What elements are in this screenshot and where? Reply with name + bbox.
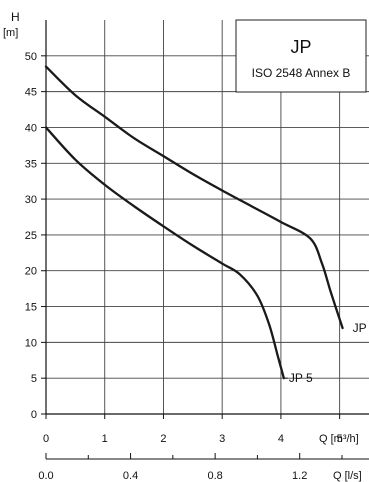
chart-title: JP	[290, 37, 311, 57]
x-tick-label: 3	[219, 433, 225, 445]
lps-tick-label: 0.4	[123, 470, 138, 482]
y-tick-label: 35	[25, 158, 37, 170]
x-axis-label: Q [m³/h]	[319, 433, 359, 445]
lps-axis-label: Q [l/s]	[333, 470, 362, 482]
tick-layer: 012345051015202530354045500.00.40.81.21.…	[25, 51, 343, 482]
y-tick-label: 5	[31, 373, 37, 385]
y-axis-label: H	[11, 10, 20, 24]
x-tick-label: 2	[160, 433, 166, 445]
x-tick-label: 4	[278, 433, 284, 445]
y-tick-label: 50	[25, 51, 37, 63]
lps-tick-label: 0.8	[207, 470, 222, 482]
chart-subtitle: ISO 2548 Annex B	[252, 66, 351, 80]
lps-tick-label: 1.2	[292, 470, 307, 482]
x-tick-label: 1	[102, 433, 108, 445]
lps-tick-label: 0.0	[38, 470, 53, 482]
y-tick-label: 40	[25, 122, 37, 134]
x-tick-label: 0	[43, 433, 49, 445]
y-tick-label: 45	[25, 87, 37, 99]
series-label: JP 6	[353, 321, 369, 335]
y-axis-unit: [m]	[3, 27, 18, 39]
y-tick-label: 0	[31, 409, 37, 421]
y-tick-label: 25	[25, 230, 37, 242]
series-line-jp-5	[44, 126, 285, 380]
chart-title-box	[235, 19, 367, 93]
axis-layer	[45, 20, 369, 460]
series-layer: JP 6 JP 5	[44, 65, 369, 385]
x-tick-label: 5	[337, 433, 343, 445]
y-tick-label: 20	[25, 266, 37, 278]
y-tick-label: 10	[25, 337, 37, 349]
y-tick-label: 15	[25, 302, 37, 314]
y-tick-label: 30	[25, 194, 37, 206]
series-label: JP 5	[289, 371, 313, 385]
series-line-jp-6	[44, 65, 344, 330]
